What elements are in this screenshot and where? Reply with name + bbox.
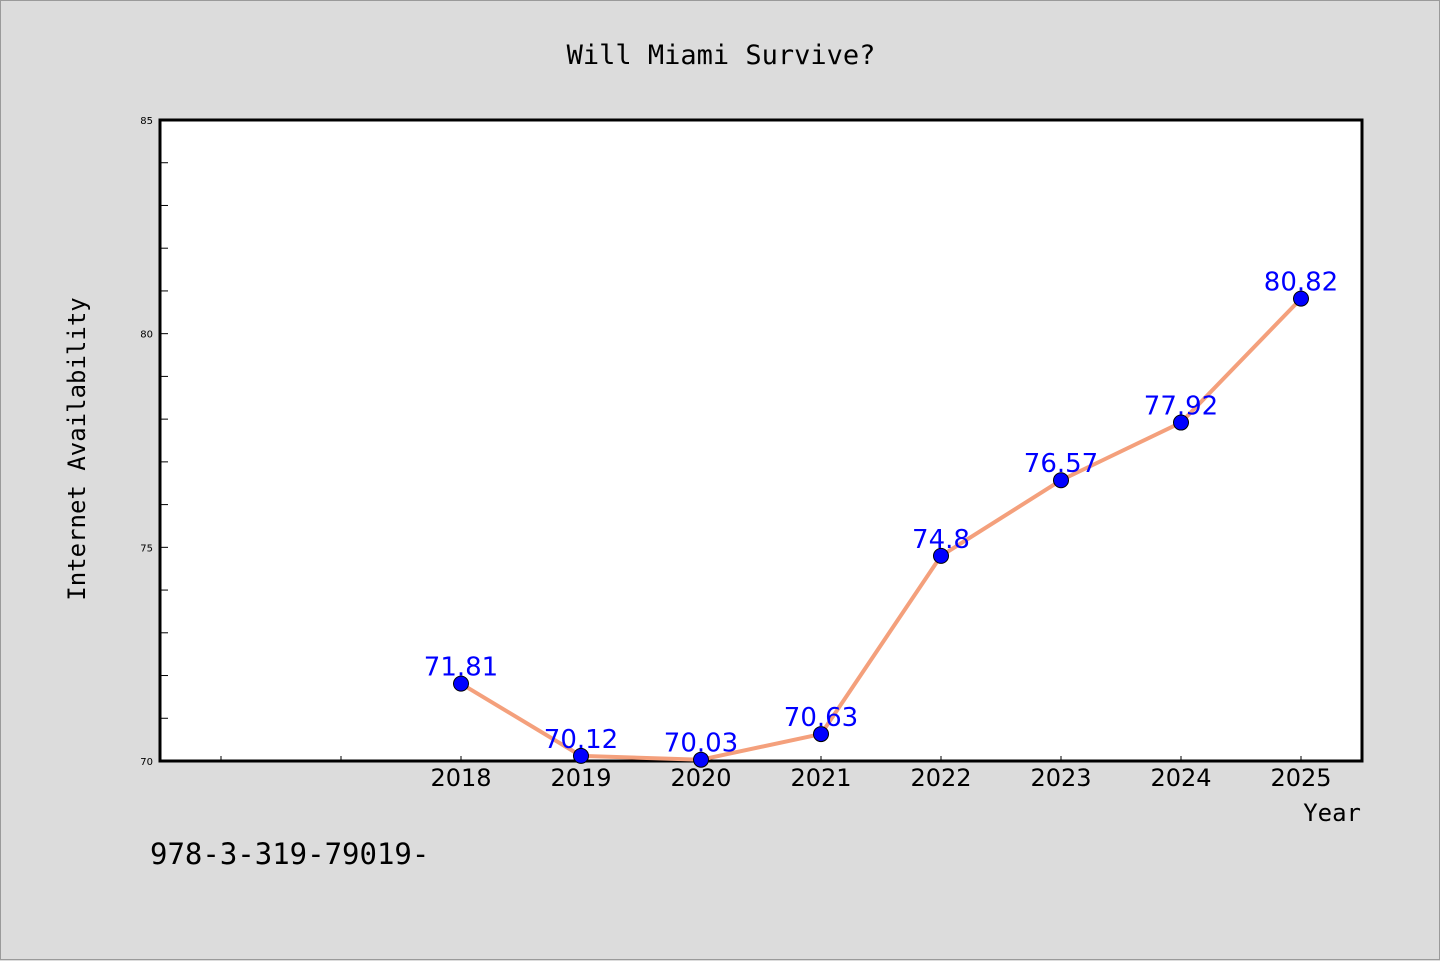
y-tick-label: 80 <box>140 330 153 341</box>
x-tick-label: 2022 <box>910 764 971 792</box>
x-tick-label: 2021 <box>790 764 851 792</box>
series-line <box>459 296 1303 762</box>
x-tick-label: 2023 <box>1030 764 1091 792</box>
footer-isbn-text: 978-3-319-79019- <box>150 837 429 871</box>
y-tick-label: 85 <box>140 116 153 127</box>
data-point <box>573 747 589 764</box>
x-tick-label: 2019 <box>550 764 611 792</box>
data-point <box>933 547 949 564</box>
x-tick-label: 2024 <box>1150 764 1211 792</box>
x-tick-label: 2025 <box>1270 764 1331 792</box>
data-label: 74.8 <box>912 525 970 555</box>
data-label: 80.82 <box>1264 268 1338 298</box>
chart-title: Will Miami Survive? <box>567 40 876 71</box>
data-label: 76.57 <box>1024 449 1098 479</box>
data-point <box>1293 290 1309 307</box>
data-point <box>693 751 709 768</box>
data-label: 71.81 <box>424 653 498 683</box>
x-tick-label: 2020 <box>670 764 731 792</box>
y-axis-ticks: 70 75 80 85 <box>140 116 168 768</box>
data-point <box>1173 414 1189 431</box>
plot-area <box>158 118 1364 763</box>
data-label: 70.12 <box>544 725 618 755</box>
y-tick-label: 75 <box>140 543 153 554</box>
data-label: 70.63 <box>784 703 858 733</box>
x-axis-label: Year <box>1303 799 1361 827</box>
data-label: 77.92 <box>1144 392 1218 422</box>
y-axis-label: Internet Availability <box>63 297 91 600</box>
series-layer <box>453 290 1309 768</box>
x-tick-label: 2018 <box>430 764 491 792</box>
x-axis-ticks: 2018 2019 2020 2021 2022 2023 2024 2025 <box>220 756 1332 792</box>
data-point <box>1053 472 1069 489</box>
y-tick-label: 70 <box>140 757 153 768</box>
data-point <box>813 726 829 743</box>
data-point <box>453 675 469 692</box>
data-label: 70.03 <box>664 729 738 759</box>
data-labels-layer: 71.81 70.12 70.03 70.63 74.8 76.57 77.92 80.82 <box>424 268 1338 759</box>
